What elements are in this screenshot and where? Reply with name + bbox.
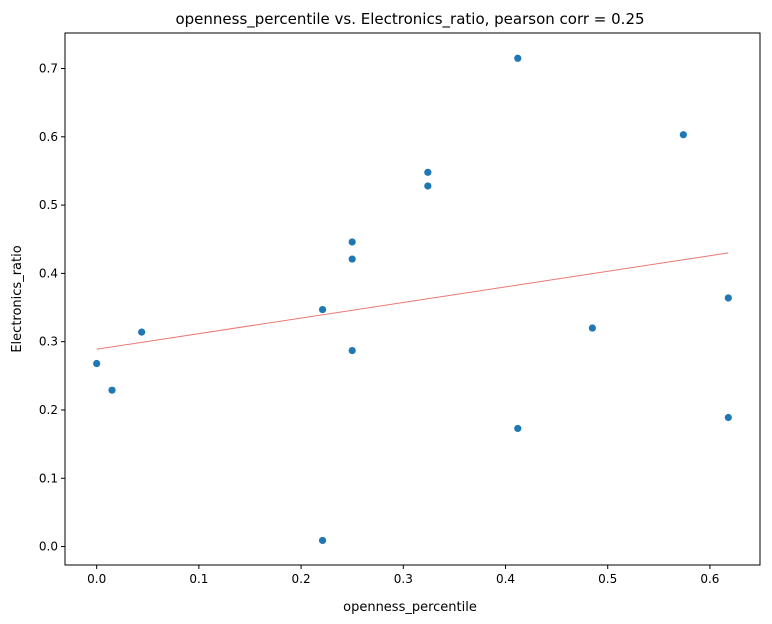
y-tick-label: 0.7	[39, 62, 58, 76]
data-point	[318, 536, 327, 545]
x-tick-label: 0.4	[496, 572, 515, 586]
data-point	[93, 359, 101, 368]
data-point	[679, 131, 687, 139]
data-point	[514, 54, 522, 62]
data-point	[424, 168, 432, 176]
data-point	[724, 294, 732, 302]
data-point	[138, 328, 146, 336]
data-point	[514, 424, 522, 433]
y-tick-label: 0.0	[39, 540, 58, 554]
y-tick-label: 0.1	[39, 471, 58, 485]
y-tick-label: 0.2	[39, 403, 58, 417]
x-tick-label: 0.6	[700, 572, 719, 586]
data-point	[318, 305, 327, 314]
data-point	[424, 182, 432, 190]
x-tick-label: 0.0	[87, 572, 106, 586]
data-point	[348, 238, 356, 246]
y-tick-label: 0.6	[39, 130, 58, 144]
x-tick-label: 0.2	[292, 572, 311, 586]
x-axis: 0.0 0.1 0.2 0.3 0.4 0.5 0.6	[87, 565, 719, 586]
trend-line	[96, 252, 729, 350]
y-tick-label: 0.3	[39, 335, 58, 349]
y-axis-label: Electronics_ratio	[10, 245, 25, 352]
y-tick-label: 0.5	[39, 198, 58, 212]
data-point	[108, 386, 116, 394]
chart-title: openness_percentile vs. Electronics_rati…	[175, 10, 644, 29]
plot-frame	[64, 32, 761, 566]
x-tick-label: 0.1	[189, 572, 208, 586]
data-point	[724, 413, 732, 422]
y-tick-label: 0.4	[39, 266, 58, 280]
x-tick-label: 0.5	[598, 572, 617, 586]
plot-area	[93, 54, 732, 545]
data-point	[348, 346, 356, 355]
y-axis: 0.0 0.1 0.2 0.3 0.4 0.5 0.6 0.7	[39, 62, 65, 554]
x-tick-label: 0.3	[394, 572, 413, 586]
data-point	[588, 324, 596, 332]
x-axis-label: openness_percentile	[343, 600, 477, 615]
data-point	[348, 255, 356, 263]
